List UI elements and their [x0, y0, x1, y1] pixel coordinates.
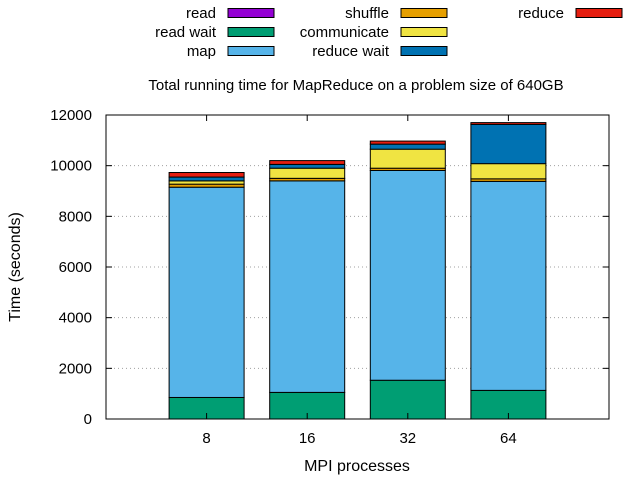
bar-segment-communicate [369, 148, 446, 169]
y-tick-label: 8000 [59, 208, 92, 225]
x-tick-label: 8 [202, 430, 210, 447]
legend-swatch [227, 8, 275, 18]
bar-segment-reduce [269, 160, 346, 165]
chart-title: Total running time for MapReduce on a pr… [148, 77, 563, 94]
legend-label: read [186, 5, 216, 22]
bar-segment-map [369, 169, 446, 381]
y-tick-label: 12000 [50, 107, 92, 124]
legend: read read wait map shuffle communicate reduce… [155, 5, 623, 60]
bar-segment-communicate [470, 163, 547, 180]
bar-segment-reduce [470, 122, 547, 125]
y-axis-label: Time (seconds) [7, 212, 24, 322]
legend-label: communicate [300, 24, 389, 41]
legend-swatch [400, 27, 448, 37]
legend-swatch [575, 8, 623, 18]
bar-segment-map [470, 180, 547, 391]
bar-segment-map [269, 180, 346, 393]
legend-label: read wait [155, 24, 217, 41]
x-tick-label: 16 [299, 430, 316, 447]
y-tick-label: 6000 [59, 259, 92, 276]
y-tick-label: 10000 [50, 158, 92, 175]
x-tick-label: 64 [500, 430, 517, 447]
legend-swatch [227, 27, 275, 37]
bars [168, 122, 547, 420]
bar-segment-reduce-wait [269, 163, 346, 169]
y-tick-label: 0 [84, 411, 92, 428]
legend-swatch [400, 46, 448, 56]
y-axis-ticks: 0 2000 4000 6000 8000 10000 12000 [50, 107, 609, 428]
x-tick-label: 32 [399, 430, 416, 447]
bar-segment-communicate [269, 167, 346, 179]
legend-swatch [400, 8, 448, 18]
y-tick-label: 4000 [59, 310, 92, 327]
y-tick-label: 2000 [59, 360, 92, 377]
legend-label: reduce [518, 5, 564, 22]
bar-segment-reduce-wait [369, 143, 446, 150]
bar-segment-reduce [168, 172, 245, 178]
x-axis-label: MPI processes [304, 458, 410, 475]
legend-label: reduce wait [312, 43, 390, 60]
legend-label: shuffle [345, 5, 389, 22]
bar-segment-map [168, 186, 245, 398]
bar-segment-reduce-wait [470, 123, 547, 165]
legend-swatch [227, 46, 275, 56]
bar-segment-reduce [369, 140, 446, 145]
x-axis-ticks: 8 16 32 64 [202, 115, 517, 447]
bar-segment-reduce-wait [168, 176, 245, 182]
legend-label: map [187, 43, 216, 60]
